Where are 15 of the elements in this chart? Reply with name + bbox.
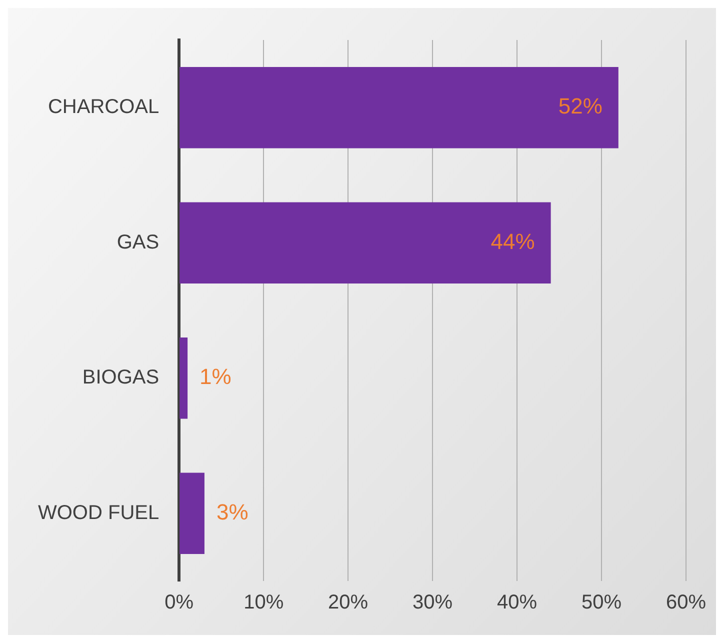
data-label: 44% [490,228,535,254]
x-tick-label: 10% [244,592,284,614]
x-tick-label: 0% [164,592,194,614]
y-tick-label: CHARCOAL [48,96,160,118]
data-label: 3% [216,499,248,524]
data-label: 1% [200,364,232,390]
y-tick-label: WOOD FUEL [38,502,160,524]
y-tick-label: GAS [116,231,160,254]
data-label: 52% [558,94,602,119]
x-tick-label: 30% [412,592,453,614]
y-tick-label: BIOGAS [82,366,160,389]
x-tick-label: 20% [328,592,368,614]
x-tick-label: 60% [666,592,706,614]
x-tick-label: 50% [581,592,622,614]
x-tick-label: 40% [497,592,538,614]
